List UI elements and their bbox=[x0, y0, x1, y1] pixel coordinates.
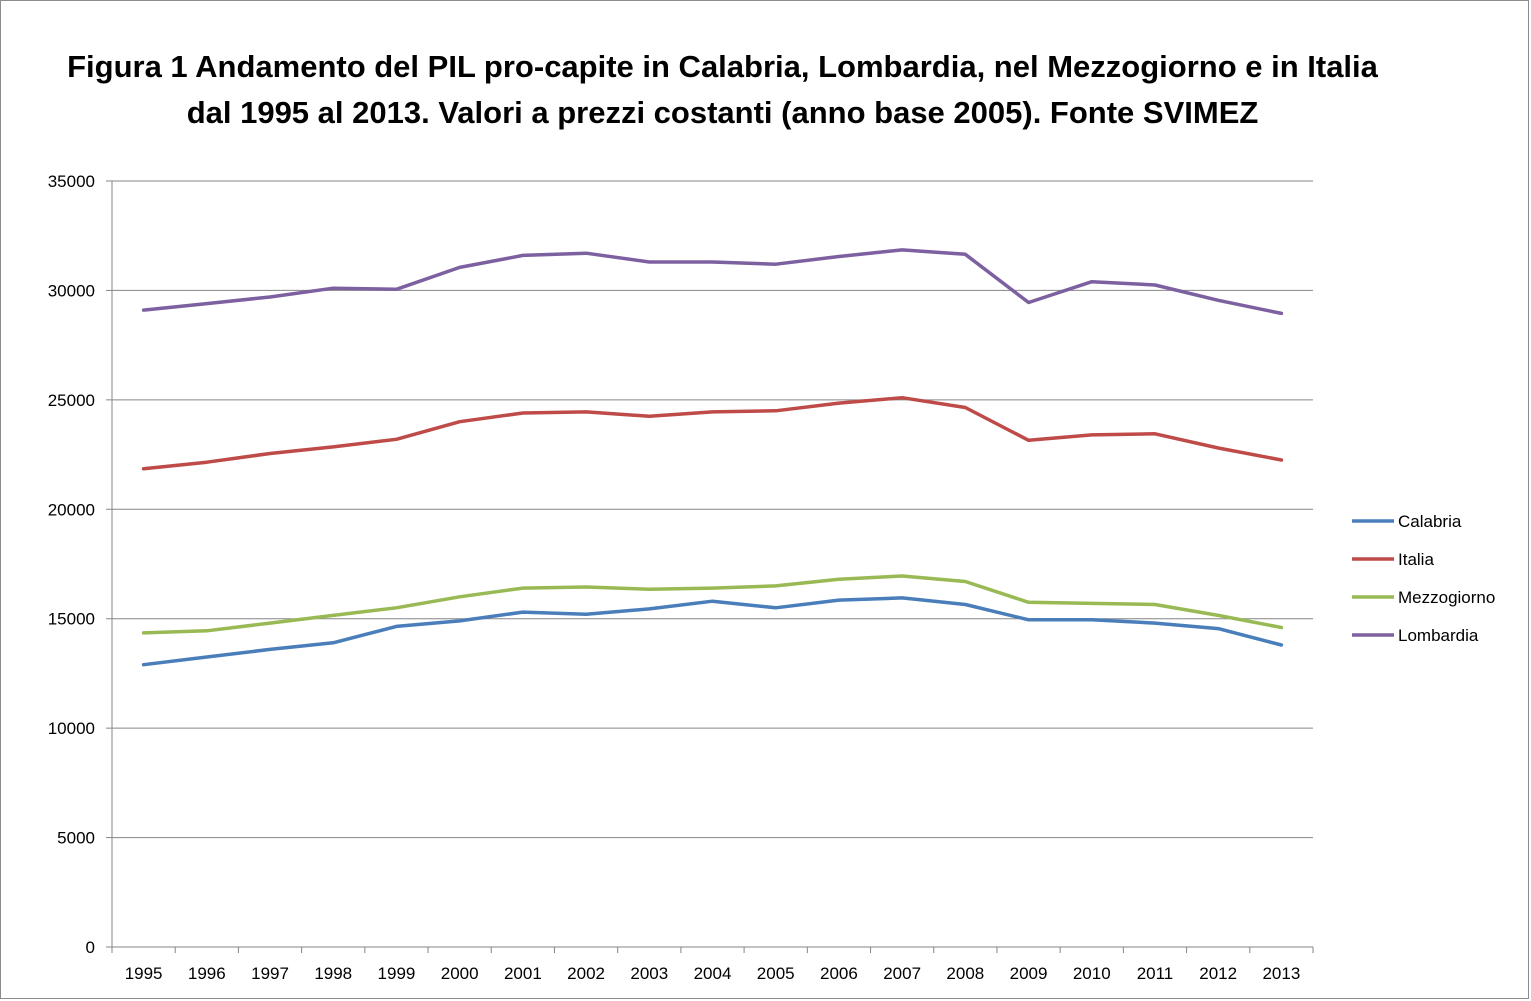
x-tick-label-2012: 2012 bbox=[1199, 964, 1237, 983]
x-tick-label-2006: 2006 bbox=[820, 964, 858, 983]
y-tick-label: 5000 bbox=[57, 829, 95, 848]
x-tick-label-1999: 1999 bbox=[378, 964, 416, 983]
x-tick-label-2010: 2010 bbox=[1073, 964, 1111, 983]
x-tick-label-2007: 2007 bbox=[883, 964, 921, 983]
x-tick-label-2011: 2011 bbox=[1137, 964, 1174, 983]
y-tick-label: 30000 bbox=[48, 281, 95, 300]
legend-label-calabria: Calabria bbox=[1398, 512, 1462, 531]
legend-label-italia: Italia bbox=[1398, 550, 1434, 569]
series-line-mezzogiorno bbox=[141, 574, 1284, 635]
y-tick-label: 10000 bbox=[48, 719, 95, 738]
x-tick-label-2005: 2005 bbox=[757, 964, 795, 983]
axes: 0 5000 10000 15000 20000 25000 30000 35000 1995 1… bbox=[48, 172, 1314, 983]
gridlines bbox=[112, 180, 1313, 839]
x-tick-label-2000: 2000 bbox=[441, 964, 479, 983]
series-line-italia bbox=[141, 395, 1284, 471]
y-tick-label: 0 bbox=[86, 938, 95, 957]
y-tick-label: 20000 bbox=[48, 500, 95, 519]
series-lines bbox=[141, 248, 1284, 667]
x-tick-label-1997: 1997 bbox=[251, 964, 289, 983]
y-tick-label: 15000 bbox=[48, 610, 95, 629]
x-tick-label-2008: 2008 bbox=[946, 964, 984, 983]
series-line-lombardia bbox=[141, 248, 1284, 316]
series-line-calabria bbox=[141, 596, 1284, 667]
legend-label-lombardia: Lombardia bbox=[1398, 626, 1479, 645]
x-tick-label-1996: 1996 bbox=[188, 964, 226, 983]
legend-label-mezzogiorno: Mezzogiorno bbox=[1398, 588, 1495, 607]
x-tick-label-2002: 2002 bbox=[567, 964, 605, 983]
x-tick-label-2013: 2013 bbox=[1262, 964, 1300, 983]
legend: Calabria Italia Mezzogiorno Lombardia bbox=[1352, 512, 1495, 645]
chart-title: Figura 1 Andamento del PIL pro-capite in… bbox=[67, 49, 1378, 130]
y-tick-label: 25000 bbox=[48, 391, 95, 410]
x-tick-label-2003: 2003 bbox=[630, 964, 668, 983]
x-tick-label-2009: 2009 bbox=[1010, 964, 1048, 983]
x-tick-label-2004: 2004 bbox=[694, 964, 732, 983]
x-tick-label-1998: 1998 bbox=[314, 964, 352, 983]
x-tick-label-1995: 1995 bbox=[125, 964, 163, 983]
y-tick-label: 35000 bbox=[48, 172, 95, 191]
x-tick-label-2001: 2001 bbox=[504, 964, 542, 983]
